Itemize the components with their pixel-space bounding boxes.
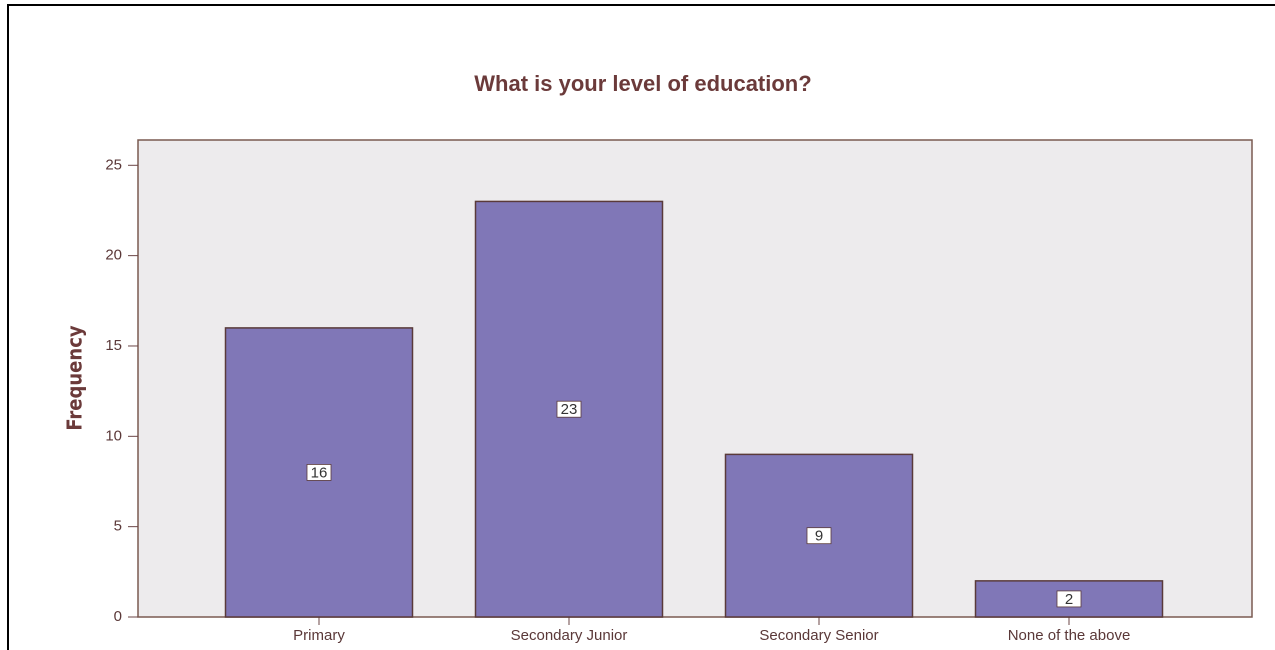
value-label-box [306,464,332,481]
y-tick-label: 15 [105,337,122,354]
x-tick-label: Primary [293,627,345,644]
value-label: 16 [311,464,328,481]
y-tick-label: 0 [114,608,122,625]
x-tick-label: None of the above [1008,627,1131,644]
x-tick-label: Secondary Senior [759,627,878,644]
value-label: 2 [1065,591,1073,608]
chart-title: What is your level of education? [474,71,811,96]
value-label: 23 [561,401,578,418]
x-tick-label: Secondary Junior [511,627,628,644]
value-label-box [1056,590,1082,608]
y-tick-label: 25 [105,156,122,173]
value-label-box [556,400,582,418]
value-label: 9 [815,528,823,545]
y-tick-label: 5 [114,518,122,535]
y-tick-label: 10 [105,427,122,444]
y-axis-label: Frequency [63,325,87,430]
value-label-box [806,527,832,545]
y-tick-label: 20 [105,247,122,264]
